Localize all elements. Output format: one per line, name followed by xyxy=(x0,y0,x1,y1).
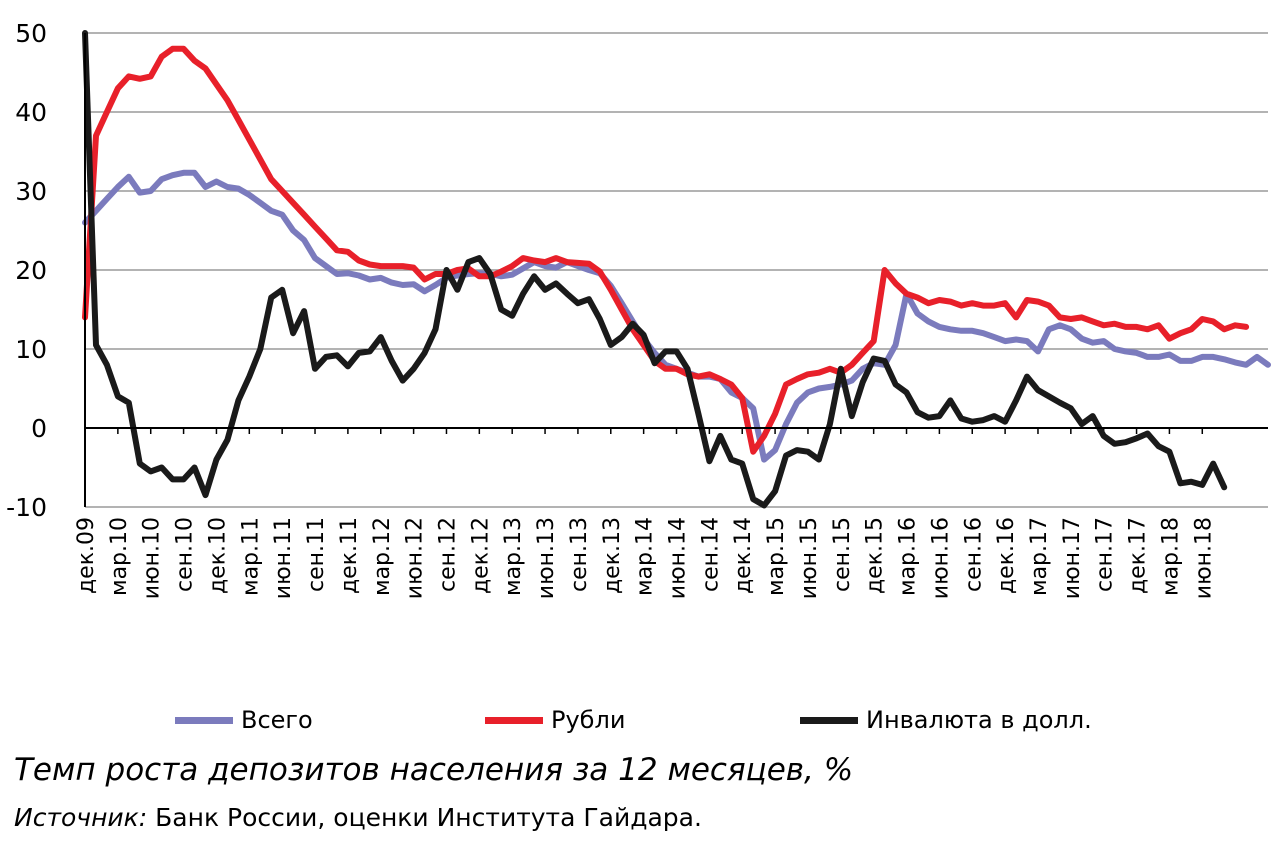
legend-item-fx: Инвалюта в долл. xyxy=(800,700,1092,740)
y-tick-label: 20 xyxy=(15,256,47,285)
x-tick-label: сен.11 xyxy=(304,517,329,592)
legend-item-rubles: Рубли xyxy=(485,700,625,740)
legend-item-total: Всего xyxy=(175,700,313,740)
x-tick-label: сен.14 xyxy=(698,517,723,592)
chart-title: Темп роста депозитов населения за 12 мес… xyxy=(14,752,854,788)
legend-label-fx: Инвалюта в долл. xyxy=(866,706,1092,734)
y-tick-label: 30 xyxy=(15,177,47,206)
x-tick-label: сен.12 xyxy=(435,517,460,592)
x-axis-ticks: дек.09 мар.10 июн.10 сен.10 дек.10 мар.11 июн.… xyxy=(74,428,1216,599)
x-tick-label: дек.12 xyxy=(468,517,493,594)
x-tick-label: сен.16 xyxy=(961,517,986,592)
x-tick-label: дек.16 xyxy=(994,517,1019,594)
x-tick-label: дек.15 xyxy=(863,517,888,594)
x-tick-label: июн.15 xyxy=(797,517,822,599)
x-tick-label: сен.13 xyxy=(567,517,592,592)
source-text: Банк России, оценки Института Гайдара. xyxy=(155,803,702,832)
legend-swatch-total xyxy=(175,716,233,724)
source-label: Источник: xyxy=(14,803,148,832)
series-line-fx xyxy=(82,30,1228,509)
x-tick-label: июн.12 xyxy=(403,517,428,599)
x-tick-label: мар.15 xyxy=(764,517,789,596)
x-tick-label: мар.12 xyxy=(370,517,395,596)
legend-label-total: Всего xyxy=(241,706,313,734)
x-tick-label: мар.10 xyxy=(107,517,132,596)
y-axis-ticks: 50 40 30 20 10 0 -10 xyxy=(6,19,47,522)
x-tick-label: июн.18 xyxy=(1191,517,1216,599)
x-tick-label: дек.09 xyxy=(74,517,99,594)
x-tick-label: июн.13 xyxy=(534,517,559,599)
legend: Всего Рубли Инвалюта в долл. xyxy=(0,700,1280,740)
x-tick-label: июн.14 xyxy=(666,517,691,599)
y-tick-label: 40 xyxy=(15,98,47,127)
x-tick-label: сен.15 xyxy=(830,517,855,592)
x-tick-label: мар.14 xyxy=(633,517,658,596)
x-tick-label: сен.17 xyxy=(1093,517,1118,592)
legend-swatch-fx xyxy=(800,716,858,724)
gridlines xyxy=(85,32,1268,508)
x-tick-label: дек.10 xyxy=(205,517,230,594)
x-tick-label: дек.14 xyxy=(731,517,756,594)
x-tick-label: июн.10 xyxy=(140,517,165,599)
x-tick-label: мар.16 xyxy=(896,517,921,596)
x-tick-label: дек.11 xyxy=(337,517,362,594)
y-tick-label: 50 xyxy=(15,19,47,48)
x-tick-label: сен.10 xyxy=(173,517,198,592)
series-lines xyxy=(82,30,1271,509)
x-tick-label: мар.17 xyxy=(1027,517,1052,596)
x-tick-label: дек.13 xyxy=(600,517,625,594)
y-tick-label: 0 xyxy=(31,414,47,443)
x-tick-label: июн.11 xyxy=(271,517,296,599)
legend-label-rubles: Рубли xyxy=(551,706,626,734)
x-tick-label: мар.13 xyxy=(501,517,526,596)
x-tick-label: мар.18 xyxy=(1158,517,1183,596)
y-tick-label: 10 xyxy=(15,335,47,364)
x-tick-label: июн.17 xyxy=(1060,517,1085,599)
y-tick-label: -10 xyxy=(6,493,47,522)
x-tick-label: мар.11 xyxy=(238,517,263,596)
source-note: Источник: Банк России, оценки Института … xyxy=(14,803,702,832)
series-line-rubles xyxy=(82,45,1250,455)
legend-swatch-rubles xyxy=(485,716,543,724)
x-tick-label: дек.17 xyxy=(1126,517,1151,594)
x-tick-label: июн.16 xyxy=(928,517,953,599)
